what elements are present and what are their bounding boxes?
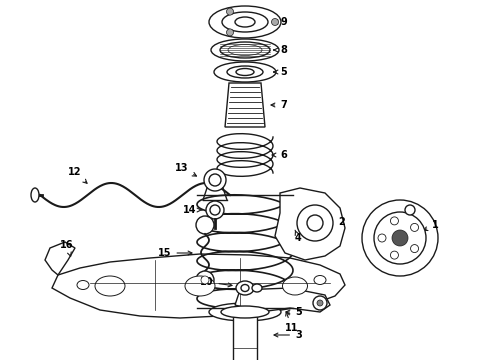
Circle shape bbox=[411, 224, 418, 231]
Text: 11: 11 bbox=[285, 312, 298, 333]
Ellipse shape bbox=[204, 169, 226, 191]
Text: 7: 7 bbox=[271, 100, 287, 110]
Ellipse shape bbox=[227, 66, 263, 78]
Circle shape bbox=[313, 296, 327, 310]
Circle shape bbox=[362, 200, 438, 276]
Ellipse shape bbox=[241, 284, 249, 292]
Polygon shape bbox=[52, 254, 345, 318]
Text: 16: 16 bbox=[60, 240, 74, 256]
Circle shape bbox=[226, 8, 234, 15]
Polygon shape bbox=[275, 188, 345, 260]
Text: 9: 9 bbox=[274, 17, 287, 27]
Circle shape bbox=[196, 271, 214, 289]
Circle shape bbox=[297, 205, 333, 241]
Ellipse shape bbox=[211, 39, 279, 61]
Ellipse shape bbox=[252, 284, 262, 292]
Circle shape bbox=[196, 216, 214, 234]
Circle shape bbox=[411, 244, 418, 253]
Circle shape bbox=[307, 215, 323, 231]
Ellipse shape bbox=[214, 62, 276, 82]
Ellipse shape bbox=[77, 280, 89, 289]
Ellipse shape bbox=[185, 276, 215, 296]
Ellipse shape bbox=[222, 12, 268, 32]
Circle shape bbox=[317, 300, 323, 306]
Ellipse shape bbox=[209, 303, 281, 321]
Ellipse shape bbox=[236, 68, 254, 76]
Text: 5: 5 bbox=[274, 67, 287, 77]
Ellipse shape bbox=[314, 275, 326, 284]
Circle shape bbox=[201, 276, 209, 284]
Text: 13: 13 bbox=[175, 163, 196, 176]
Ellipse shape bbox=[220, 42, 270, 58]
Bar bbox=[233, 316, 257, 360]
Circle shape bbox=[271, 18, 278, 26]
Circle shape bbox=[378, 234, 386, 242]
Polygon shape bbox=[235, 288, 330, 312]
Ellipse shape bbox=[221, 306, 269, 318]
Ellipse shape bbox=[236, 281, 254, 295]
Text: 8: 8 bbox=[274, 45, 287, 55]
Circle shape bbox=[391, 251, 398, 259]
Text: 14: 14 bbox=[183, 205, 202, 215]
Circle shape bbox=[226, 29, 234, 36]
Text: 10: 10 bbox=[200, 277, 232, 287]
Text: 3: 3 bbox=[274, 330, 302, 340]
Text: 15: 15 bbox=[158, 248, 192, 258]
Ellipse shape bbox=[95, 276, 125, 296]
Text: 6: 6 bbox=[272, 150, 287, 160]
Text: 5: 5 bbox=[286, 307, 302, 317]
Text: 2: 2 bbox=[326, 217, 345, 228]
Circle shape bbox=[374, 212, 426, 264]
Polygon shape bbox=[45, 242, 75, 275]
Polygon shape bbox=[225, 83, 265, 127]
Ellipse shape bbox=[31, 188, 39, 202]
Text: 1: 1 bbox=[424, 220, 439, 230]
Circle shape bbox=[405, 205, 415, 215]
Ellipse shape bbox=[283, 277, 308, 295]
Ellipse shape bbox=[206, 201, 224, 219]
Circle shape bbox=[392, 230, 408, 246]
Text: 12: 12 bbox=[68, 167, 87, 183]
Ellipse shape bbox=[209, 6, 281, 38]
Ellipse shape bbox=[210, 205, 220, 215]
Text: 4: 4 bbox=[295, 230, 302, 243]
Circle shape bbox=[391, 217, 398, 225]
Ellipse shape bbox=[209, 174, 221, 186]
Ellipse shape bbox=[235, 17, 255, 27]
